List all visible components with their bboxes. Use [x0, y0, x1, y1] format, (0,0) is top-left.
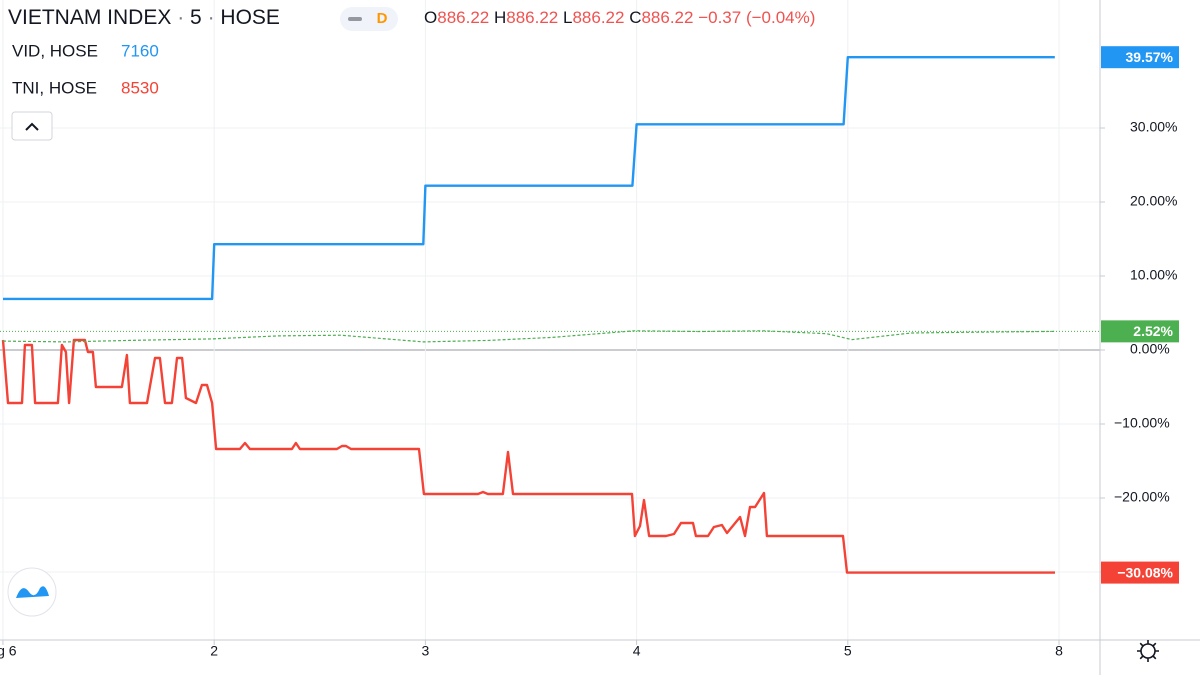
- badge-text: D: [377, 10, 388, 27]
- symbol: VIETNAM INDEX: [8, 6, 171, 29]
- separator: ·: [177, 6, 184, 29]
- end-label: 2.52%: [1133, 323, 1173, 339]
- end-label: −30.08%: [1117, 564, 1173, 580]
- axes: −30.00%−20.00%−10.00%0.00%10.00%20.00%30…: [0, 46, 1179, 659]
- symbol-header: VIETNAM INDEX · 5 · HOSE: [8, 6, 280, 29]
- ohlc-value: 886.22: [572, 8, 624, 27]
- end-label-bg: [1101, 320, 1179, 343]
- x-tick-label: 2: [210, 643, 218, 659]
- x-tick-label: 5: [844, 643, 852, 659]
- caret-icon: [25, 122, 39, 131]
- x-tick-label: 8: [1055, 643, 1063, 659]
- badge-icon: [348, 17, 362, 21]
- y-tick-label: 0.00%: [1130, 341, 1170, 357]
- button-bg: [11, 111, 53, 141]
- change: −0.37: [698, 8, 741, 27]
- settings-icon[interactable]: [1137, 640, 1159, 662]
- ohlc-value: 886.22: [437, 8, 489, 27]
- legend-label: TNI, HOSE: [12, 78, 97, 97]
- change-pct: (−0.04%): [746, 8, 815, 27]
- legend: VID, HOSE 7160 TNI, HOSE 8530: [12, 41, 159, 97]
- interval: 5: [190, 6, 202, 29]
- logo[interactable]: [7, 567, 57, 617]
- series-line: [2, 330, 1055, 343]
- series-line: [1, 338, 1055, 574]
- y-tick-label: −20.00%: [1114, 489, 1170, 505]
- ohlc-label: O: [424, 8, 437, 27]
- ohlc-label: C: [629, 8, 641, 27]
- ohlc-value: 886.22: [506, 8, 558, 27]
- logo-icon: [16, 586, 49, 598]
- exchange: HOSE: [220, 6, 280, 29]
- ohlc-label: H: [494, 8, 506, 27]
- end-label-bg: [1101, 561, 1179, 584]
- badge-bg: [340, 7, 398, 31]
- ohlc-value: 886.22: [641, 8, 693, 27]
- x-tick-label: 4: [633, 643, 641, 659]
- collapse-button[interactable]: [11, 111, 53, 141]
- separator: ·: [208, 6, 215, 29]
- logo-bg: [7, 567, 57, 617]
- plot: [0, 56, 1100, 574]
- end-label: 39.57%: [1126, 49, 1174, 65]
- grid: [0, 0, 1100, 640]
- x-tick-label: 3: [421, 643, 429, 659]
- x-tick-label: ng 6: [0, 643, 17, 659]
- end-label-bg: [1101, 46, 1179, 69]
- legend-value: 8530: [121, 78, 159, 97]
- y-tick-label: 10.00%: [1130, 267, 1177, 283]
- gear-teeth: [1137, 640, 1159, 662]
- y-tick-label: 30.00%: [1130, 119, 1177, 135]
- legend-value: 7160: [121, 41, 159, 60]
- y-tick-label: −10.00%: [1114, 415, 1170, 431]
- ohlc-label: L: [563, 8, 572, 27]
- ohlc: O886.22 H886.22 L886.22 C886.22 −0.37 (−…: [424, 8, 815, 27]
- series-line: [3, 56, 1055, 301]
- legend-label: VID, HOSE: [12, 41, 98, 60]
- badge[interactable]: D: [340, 7, 398, 31]
- y-tick-label: 20.00%: [1130, 193, 1177, 209]
